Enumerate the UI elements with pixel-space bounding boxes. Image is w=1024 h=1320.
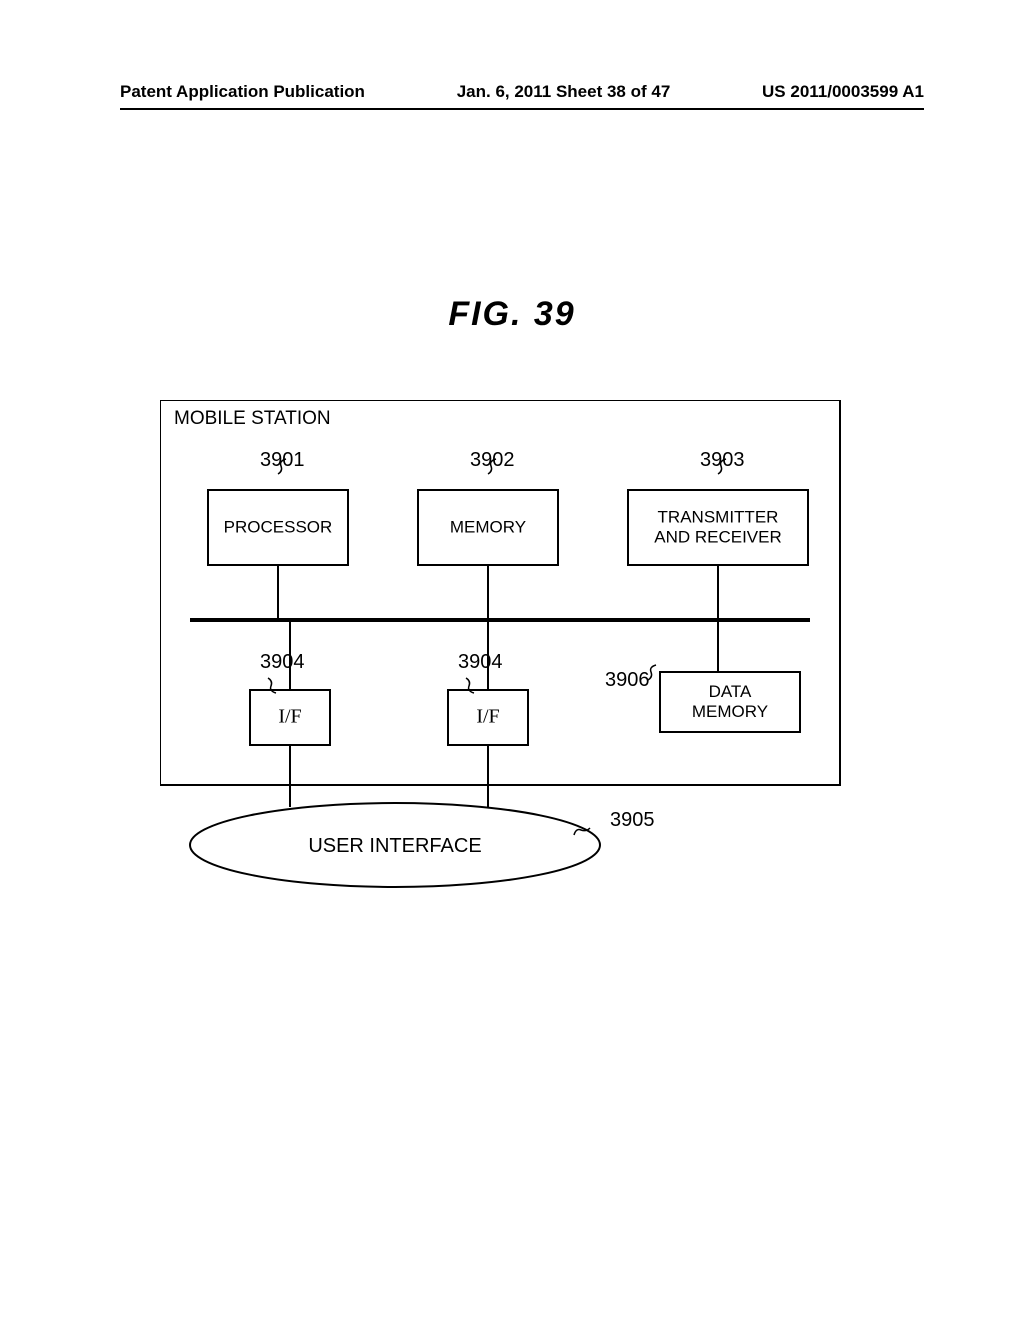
- header-rule: [120, 108, 924, 110]
- figure-title: FIG. 39: [0, 295, 1024, 334]
- svg-text:MEMORY: MEMORY: [450, 518, 526, 537]
- svg-text:3905: 3905: [610, 809, 655, 831]
- header-right: US 2011/0003599 A1: [762, 82, 924, 102]
- svg-text:AND RECEIVER: AND RECEIVER: [654, 528, 782, 547]
- header-center: Jan. 6, 2011 Sheet 38 of 47: [457, 82, 671, 102]
- block-diagram: MOBILE STATIONPROCESSOR3901MEMORY3902TRA…: [160, 400, 860, 920]
- svg-text:MOBILE STATION: MOBILE STATION: [174, 408, 331, 429]
- svg-text:MEMORY: MEMORY: [692, 702, 768, 721]
- svg-text:DATA: DATA: [709, 682, 752, 701]
- diagram-svg: MOBILE STATIONPROCESSOR3901MEMORY3902TRA…: [160, 400, 860, 920]
- header-left: Patent Application Publication: [120, 82, 365, 102]
- svg-text:I/F: I/F: [476, 706, 499, 728]
- svg-text:3906: 3906: [605, 669, 650, 691]
- svg-text:PROCESSOR: PROCESSOR: [224, 518, 333, 537]
- svg-text:I/F: I/F: [278, 706, 301, 728]
- svg-text:3904: 3904: [458, 651, 503, 673]
- svg-text:USER INTERFACE: USER INTERFACE: [308, 835, 481, 857]
- svg-text:3904: 3904: [260, 651, 305, 673]
- svg-text:TRANSMITTER: TRANSMITTER: [658, 508, 779, 527]
- page-header: Patent Application Publication Jan. 6, 2…: [120, 82, 924, 102]
